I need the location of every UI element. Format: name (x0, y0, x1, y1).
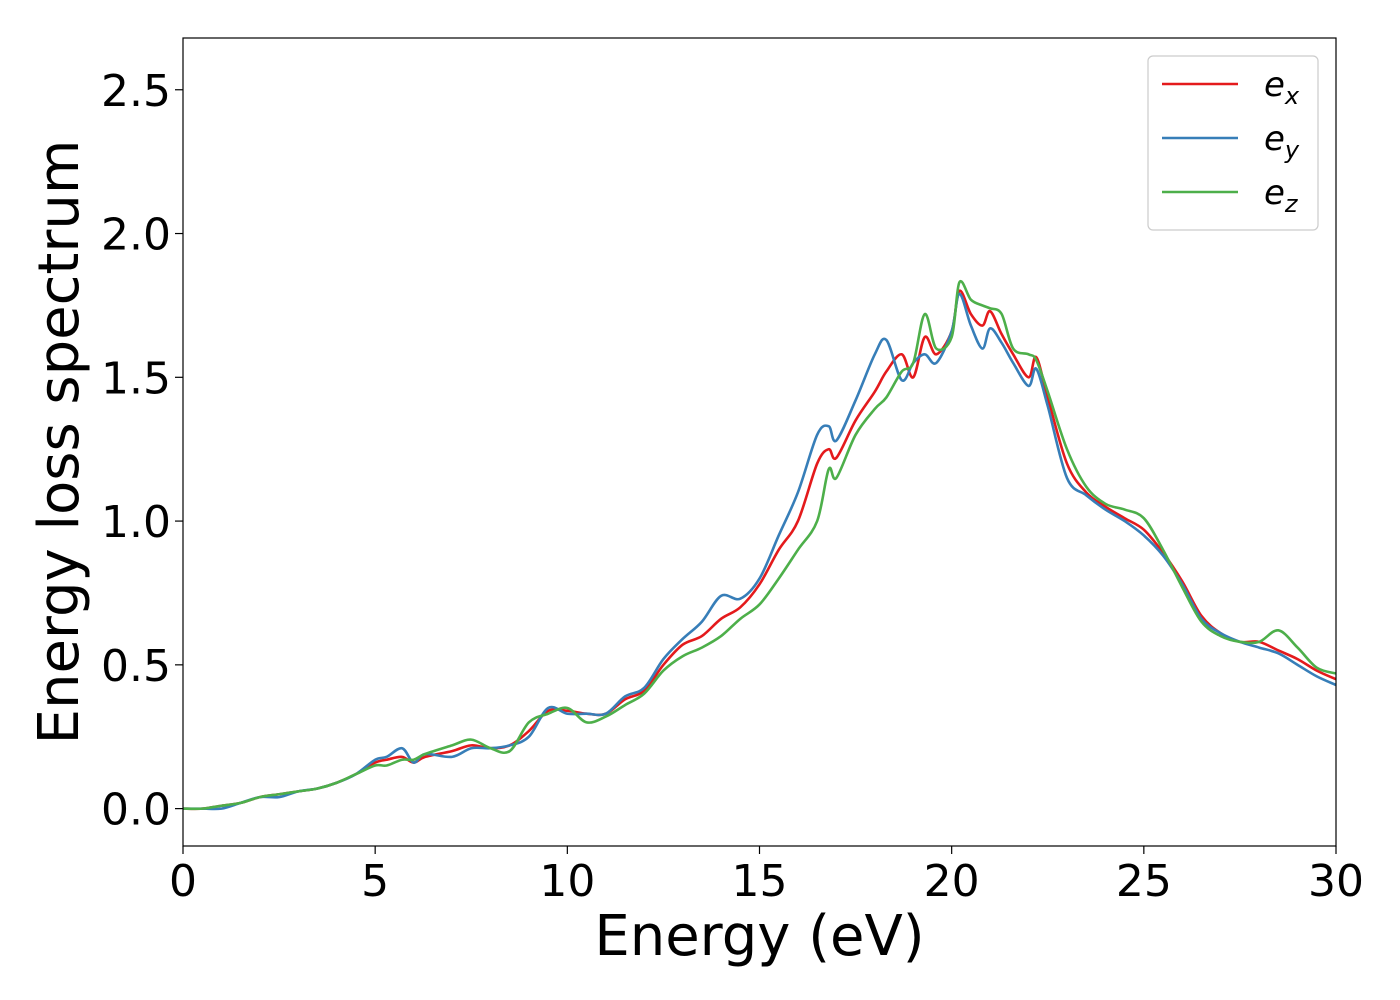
legend-label-main: e (1264, 119, 1285, 159)
y-tick-label: 2.0 (101, 210, 171, 261)
legend-label-subscript: z (1284, 190, 1299, 218)
x-tick-label: 30 (1308, 856, 1364, 907)
x-tick-label: 5 (361, 856, 389, 907)
legend-label-y: ey (1264, 119, 1300, 164)
y-tick-label: 2.5 (101, 66, 171, 117)
series-line-x (182, 289, 1337, 811)
series-line-y (182, 292, 1337, 811)
x-tick-label: 15 (732, 856, 788, 907)
x-tick-label: 0 (169, 856, 197, 907)
legend-label-main: e (1264, 173, 1285, 213)
legend-label-x: ex (1264, 65, 1300, 110)
legend-label-z: ez (1264, 173, 1299, 218)
y-axis-ticks: 0.0 0.5 1.0 1.5 2.0 2.5 (101, 66, 183, 836)
y-tick-label: 0.5 (101, 641, 171, 692)
x-axis-ticks: 0 5 10 15 20 25 30 (169, 846, 1364, 907)
series-layer (182, 279, 1337, 811)
series-line-z (182, 279, 1337, 811)
y-axis-label: Energy loss spectrum (27, 140, 92, 745)
y-tick-label: 0.0 (101, 785, 171, 836)
y-tick-label: 1.0 (101, 497, 171, 548)
x-tick-label: 25 (1116, 856, 1172, 907)
x-tick-label: 10 (539, 856, 595, 907)
legend-label-subscript: y (1284, 136, 1300, 164)
legend-label-subscript: x (1284, 82, 1300, 110)
x-tick-label: 20 (924, 856, 980, 907)
y-tick-label: 1.5 (101, 353, 171, 404)
legend-box (1147, 55, 1319, 231)
legend-label-main: e (1264, 65, 1285, 105)
x-axis-label: Energy (eV) (594, 904, 924, 969)
